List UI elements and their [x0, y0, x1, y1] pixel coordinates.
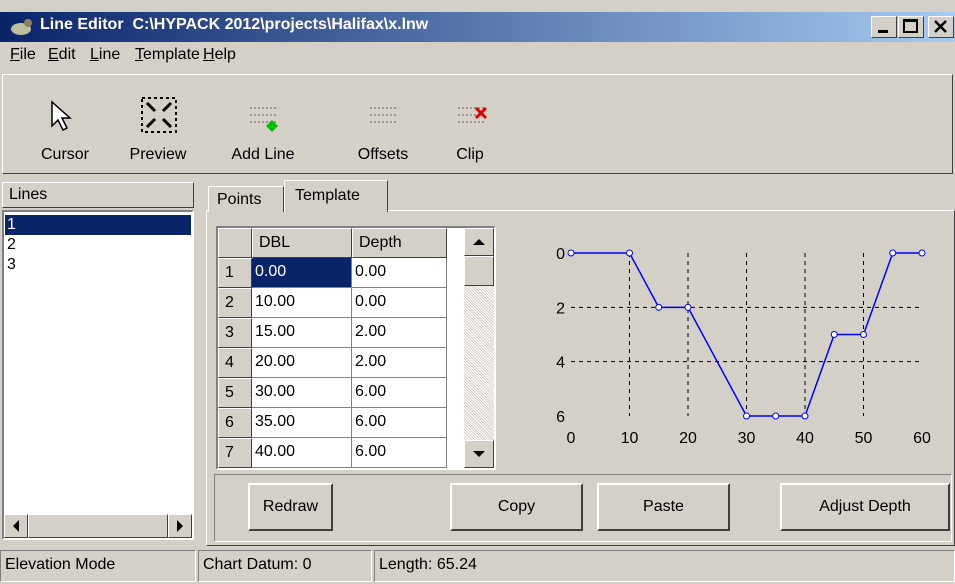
row-header: 2 — [218, 288, 252, 318]
grid-cell[interactable]: 2.00 — [352, 318, 447, 348]
row-header: 1 — [218, 258, 252, 288]
app-icon — [11, 19, 32, 35]
point — [860, 331, 867, 338]
toolbar-icons — [51, 97, 488, 133]
line-item[interactable]: 1 — [4, 214, 192, 236]
row-header: 3 — [218, 318, 252, 348]
tab[interactable]: Points — [208, 186, 284, 212]
scroll-down[interactable] — [464, 440, 494, 468]
y-tick-label: 6 — [556, 409, 565, 426]
status-panel: Elevation Mode — [0, 550, 196, 582]
grid-cell[interactable]: 0.00 — [352, 258, 447, 288]
status-panel: Length: 65.24 — [374, 550, 955, 582]
lines-header: Lines — [2, 182, 194, 208]
point — [801, 412, 809, 420]
title-bar — [0, 12, 955, 42]
lines-list — [2, 210, 194, 540]
menu-item[interactable]: Template — [135, 46, 200, 63]
menu-item[interactable]: Edit — [48, 46, 76, 63]
point — [772, 412, 780, 420]
scroll-left[interactable] — [4, 514, 28, 538]
scroll-right[interactable] — [168, 514, 192, 538]
button[interactable]: Copy — [450, 483, 583, 531]
line-item[interactable]: 3 — [7, 256, 16, 273]
button-panel — [214, 474, 952, 542]
toolbar-button-label[interactable]: Offsets — [357, 146, 409, 163]
row-header: 5 — [218, 378, 252, 408]
window-title: Line Editor C:\HYPACK 2012\projects\Hali… — [40, 16, 429, 33]
grid-cell[interactable]: 6.00 — [352, 438, 447, 468]
tab-selected[interactable]: Template — [284, 180, 388, 212]
y-tick-label: 4 — [556, 355, 565, 372]
point — [743, 412, 750, 420]
x-tick-label: 50 — [855, 430, 873, 447]
column-header[interactable]: Depth — [352, 228, 447, 258]
button[interactable]: Adjust Depth — [780, 483, 950, 531]
grid-cell[interactable]: 6.00 — [352, 408, 447, 438]
column-header[interactable]: DBL — [252, 228, 352, 258]
x-tick-label: 10 — [621, 430, 639, 447]
x-tick-label: 40 — [796, 430, 814, 447]
maximize-button[interactable] — [898, 16, 924, 38]
row-header: 6 — [218, 408, 252, 438]
row-header: 4 — [218, 348, 252, 378]
grid-cell[interactable]: 0.00 — [352, 288, 447, 318]
y-tick-label: 0 — [556, 246, 565, 263]
grid-cell[interactable]: 2.00 — [352, 348, 447, 378]
scroll-up[interactable] — [464, 228, 494, 256]
row-header: 7 — [218, 438, 252, 468]
point — [567, 249, 575, 257]
grid-cell[interactable]: 30.00 — [252, 378, 352, 408]
point — [684, 303, 692, 311]
toolbar-button-label[interactable]: Preview — [129, 146, 187, 163]
x-tick-label: 30 — [738, 430, 756, 447]
x-tick-label: 60 — [913, 430, 931, 447]
grid-cell[interactable]: 15.00 — [252, 318, 352, 348]
toolbar-button-label[interactable]: Clip — [456, 146, 484, 163]
minimize-button[interactable] — [871, 16, 897, 38]
menu-item[interactable]: Help — [203, 46, 236, 63]
x-tick-label: 20 — [679, 430, 697, 447]
toolbar-button-label[interactable]: Add Line — [231, 146, 295, 163]
grid-cell[interactable]: 40.00 — [252, 438, 352, 468]
x-tick-label: 0 — [567, 430, 576, 447]
point — [655, 303, 663, 311]
menu-item[interactable]: File — [10, 46, 36, 63]
grid-cell[interactable]: 10.00 — [252, 288, 352, 318]
scroll-thumb — [464, 256, 494, 286]
line-item[interactable]: 2 — [7, 236, 16, 253]
status-panel: Chart Datum: 0 — [198, 550, 372, 582]
button[interactable]: Redraw — [248, 483, 333, 531]
grid-cell[interactable]: 6.00 — [352, 378, 447, 408]
point — [889, 249, 897, 257]
grid-cell[interactable]: 35.00 — [252, 408, 352, 438]
point — [626, 249, 633, 257]
chart: 0 10 20 30 40 50 60 0 2 4 6 — [556, 246, 931, 447]
toolbar-button-label[interactable]: Cursor — [40, 146, 89, 163]
grid-cell[interactable]: 20.00 — [252, 348, 352, 378]
menu-item[interactable]: Line — [90, 46, 121, 63]
y-tick-label: 2 — [556, 300, 565, 317]
scroll-thumb — [28, 514, 168, 538]
corner-cell — [218, 228, 252, 258]
point — [830, 331, 838, 338]
button[interactable]: Paste — [597, 483, 730, 531]
toolbar — [2, 74, 953, 174]
point — [918, 249, 926, 257]
grid-cell[interactable]: 0.00 — [252, 258, 352, 288]
close-button[interactable] — [928, 16, 954, 38]
